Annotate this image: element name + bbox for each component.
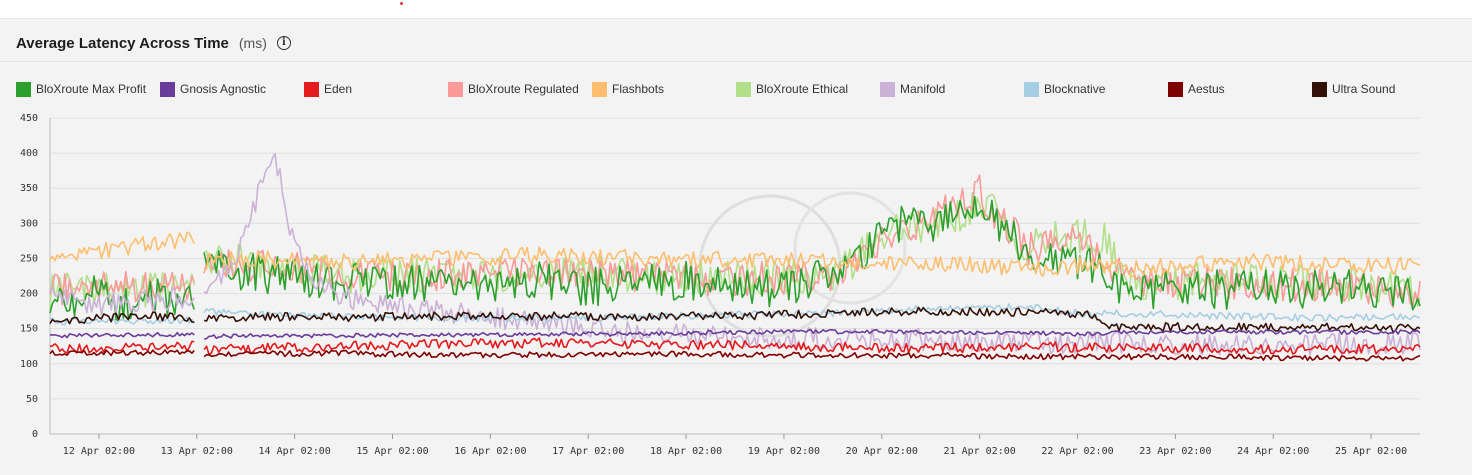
series-line <box>49 174 1421 309</box>
y-tick-label: 100 <box>20 359 38 370</box>
legend-item[interactable]: BloXroute Max Profit <box>16 79 146 99</box>
panel-header: Average Latency Across Time (ms) i <box>16 31 291 55</box>
legend-label: Flashbots <box>612 82 665 96</box>
legend-label: BloXroute Regulated <box>468 82 579 96</box>
series-line <box>49 195 1421 322</box>
x-tick-label: 21 Apr 02:00 <box>944 446 1016 457</box>
legend-item[interactable]: Ultra Sound <box>1312 79 1395 99</box>
legend-label: Blocknative <box>1044 82 1106 96</box>
series-line <box>50 328 1421 340</box>
x-tick-label: 18 Apr 02:00 <box>650 446 722 457</box>
y-tick-label: 450 <box>20 113 38 124</box>
legend-item[interactable]: Flashbots <box>592 79 664 99</box>
legend-label: BloXroute Max Profit <box>36 82 147 96</box>
x-tick-label: 13 Apr 02:00 <box>161 446 233 457</box>
x-tick-label: 25 Apr 02:00 <box>1335 446 1407 457</box>
y-tick-label: 0 <box>32 429 38 440</box>
legend-swatch <box>592 81 607 97</box>
legend-label: BloXroute Ethical <box>756 82 849 96</box>
series-line <box>49 349 1421 362</box>
y-tick-label: 50 <box>26 394 38 405</box>
x-tick-label: 17 Apr 02:00 <box>552 446 624 457</box>
legend-item[interactable]: BloXroute Regulated <box>448 79 579 99</box>
legend-swatch <box>160 81 175 97</box>
x-tick-label: 22 Apr 02:00 <box>1041 446 1113 457</box>
series-line <box>49 152 1421 356</box>
latency-line-chart: 0 50 100 150 200 250 300 350 400 450 12 Apr 02:00 1… <box>20 113 1421 457</box>
header-divider <box>0 61 1472 62</box>
legend-item[interactable]: Blocknative <box>1024 79 1105 99</box>
watermark-shape <box>793 191 907 305</box>
x-tick-label: 23 Apr 02:00 <box>1139 446 1211 457</box>
series-line <box>49 306 1421 333</box>
top-strip <box>0 0 1472 18</box>
y-tick-label: 150 <box>20 324 38 335</box>
chart-legend: BloXroute Max Profit Gnosis Agnostic Eden B… <box>0 79 1472 99</box>
legend-item[interactable]: Eden <box>304 79 352 99</box>
x-tick-label: 15 Apr 02:00 <box>356 446 428 457</box>
indicator-dot <box>400 2 403 5</box>
y-tick-label: 200 <box>20 289 38 300</box>
x-tick-label: 24 Apr 02:00 <box>1237 446 1309 457</box>
legend-item[interactable]: BloXroute Ethical <box>736 79 848 99</box>
legend-label: Ultra Sound <box>1332 82 1396 96</box>
info-icon[interactable]: i <box>276 36 291 50</box>
legend-swatch <box>1024 81 1039 97</box>
series-line <box>49 231 1421 278</box>
legend-item[interactable]: Gnosis Agnostic <box>160 79 266 99</box>
legend-swatch <box>304 81 319 97</box>
x-tick-label: 20 Apr 02:00 <box>846 446 918 457</box>
legend-swatch <box>1168 81 1183 97</box>
legend-item[interactable]: Manifold <box>880 79 945 99</box>
series-line <box>49 337 1421 356</box>
chart-unit: (ms) <box>238 35 267 51</box>
y-tick-label: 250 <box>20 253 38 264</box>
x-tick-label: 14 Apr 02:00 <box>259 446 331 457</box>
legend-label: Gnosis Agnostic <box>180 82 267 96</box>
y-tick-label: 350 <box>20 183 38 194</box>
legend-label: Eden <box>324 82 353 96</box>
legend-label: Manifold <box>900 82 946 96</box>
legend-swatch <box>1312 81 1327 97</box>
legend-swatch <box>16 81 31 97</box>
legend-swatch <box>736 81 751 97</box>
chart-title: Average Latency Across Time <box>16 34 229 52</box>
legend-swatch <box>880 81 895 97</box>
legend-item[interactable]: Aestus <box>1168 79 1225 99</box>
y-tick-label: 300 <box>20 218 38 229</box>
x-tick-label: 16 Apr 02:00 <box>454 446 526 457</box>
legend-label: Aestus <box>1188 82 1225 96</box>
legend-swatch <box>448 81 463 97</box>
y-tick-label: 400 <box>20 148 38 159</box>
x-tick-label: 12 Apr 02:00 <box>63 446 135 457</box>
x-tick-label: 19 Apr 02:00 <box>748 446 820 457</box>
